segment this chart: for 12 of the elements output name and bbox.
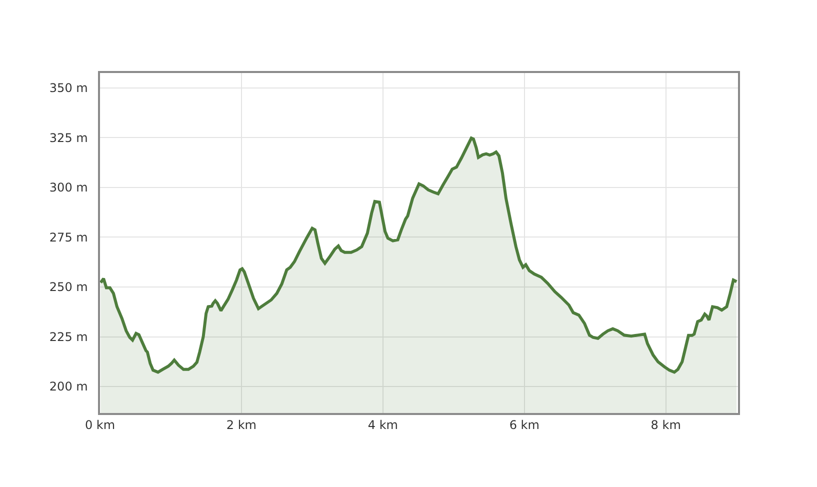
x-tick-label: 6 km [509, 418, 540, 432]
y-tick-label: 325 m [49, 130, 88, 145]
y-tick-label: 300 m [49, 180, 88, 195]
y-tick-label: 275 m [49, 230, 88, 244]
y-tick-label: 200 m [49, 380, 88, 394]
x-tick-label: 2 km [226, 418, 257, 432]
y-tick-label: 250 m [49, 280, 88, 294]
x-tick-label: 8 km [650, 418, 681, 432]
x-tick-label: 0 km [84, 418, 116, 432]
y-tick-label: 225 m [49, 330, 88, 344]
x-tick-label: 4 km [368, 418, 398, 432]
y-tick-label: 350 m [49, 81, 88, 96]
